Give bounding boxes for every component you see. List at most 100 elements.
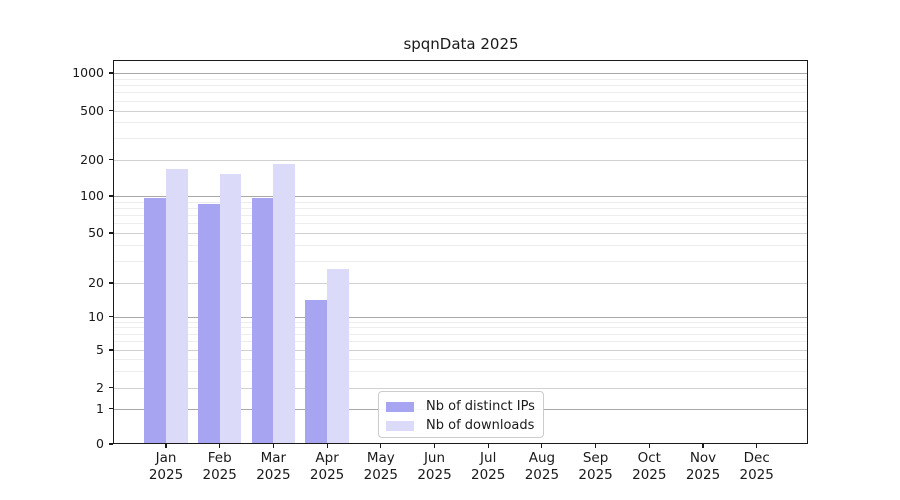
x-tick-mark-jul [487, 444, 489, 448]
x-tick-mark-jun [433, 444, 436, 448]
x-tick-month: Sep [582, 450, 609, 466]
minor-gridline-800 [114, 85, 807, 87]
x-tick-mark-dec [756, 444, 758, 448]
gridline-5 [114, 350, 807, 351]
y-tick-mark-500 [109, 109, 113, 112]
x-tick-month: May [366, 450, 395, 466]
minor-gridline-60 [114, 223, 807, 225]
minor-gridline-3 [114, 370, 807, 372]
y-tick-label-5: 5 [96, 342, 104, 357]
y-tick-mark-0 [109, 443, 113, 445]
x-tick-year: 2025 [202, 467, 237, 483]
y-tick-label-200: 200 [80, 151, 104, 167]
x-tick-label-aug: Aug 2025 [512, 450, 572, 484]
x-tick-month: Mar [260, 450, 287, 466]
x-tick-year: 2025 [471, 467, 506, 483]
minor-gridline-7 [114, 333, 807, 335]
x-tick-mark-jan [165, 444, 167, 448]
x-tick-mark-apr [326, 444, 328, 448]
x-tick-mark-sep [595, 444, 597, 448]
x-tick-year: 2025 [578, 467, 613, 483]
x-tick-year: 2025 [417, 467, 452, 483]
x-tick-month: Feb [207, 450, 232, 466]
x-tick-year: 2025 [363, 467, 398, 483]
legend-label-downloads: Nb of downloads [426, 417, 535, 433]
x-tick-label-jul: Jul 2025 [458, 450, 518, 484]
x-tick-label-nov: Nov 2025 [673, 450, 733, 484]
minor-gridline-400 [114, 122, 807, 124]
x-tick-mark-nov [702, 444, 704, 448]
x-tick-label-apr: Apr 2025 [297, 450, 357, 484]
x-tick-year: 2025 [685, 467, 721, 483]
gridline-10 [114, 316, 807, 318]
minor-gridline-80 [114, 207, 807, 209]
x-tick-mark-feb [219, 444, 221, 448]
y-tick-mark-100 [109, 195, 113, 197]
y-tick-label-1000: 1000 [72, 65, 104, 80]
x-tick-label-oct: Oct 2025 [619, 450, 679, 484]
bar-distinct-ips-mar [251, 197, 274, 444]
minor-gridline-4 [114, 359, 807, 361]
minor-gridline-8 [114, 327, 807, 329]
y-tick-mark-2 [109, 386, 113, 389]
y-tick-label-2: 2 [96, 379, 104, 395]
gridline-50 [114, 233, 807, 234]
y-tick-label-100: 100 [80, 188, 104, 203]
x-tick-label-jan: Jan 2025 [136, 450, 196, 484]
gridline-20 [114, 283, 807, 284]
x-tick-mark-may [380, 444, 382, 448]
minor-gridline-700 [114, 92, 807, 94]
gridline-200 [114, 159, 807, 161]
legend-label-distinct-ips: Nb of distinct IPs [426, 398, 535, 414]
x-tick-month: Nov [689, 450, 717, 466]
x-tick-month: Oct [637, 450, 661, 466]
legend-swatch-distinct-ips [386, 401, 414, 412]
chart-title: spqnData 2025 [403, 35, 519, 53]
x-tick-year: 2025 [256, 467, 291, 483]
x-tick-year: 2025 [148, 467, 184, 483]
y-tick-mark-50 [109, 232, 113, 234]
x-tick-label-feb: Feb 2025 [190, 450, 250, 484]
x-tick-month: Apr [315, 450, 339, 466]
x-tick-month: Aug [528, 450, 556, 466]
x-tick-month: Dec [743, 450, 770, 466]
y-tick-mark-200 [109, 158, 113, 161]
x-tick-year: 2025 [632, 467, 667, 483]
x-tick-label-jun: Jun 2025 [405, 450, 465, 484]
x-tick-label-may: May 2025 [351, 450, 411, 484]
legend-item-distinct-ips: Nb of distinct IPs [379, 397, 543, 416]
x-tick-month: Jun [423, 450, 446, 466]
y-tick-label-1: 1 [96, 400, 104, 416]
bar-distinct-ips-apr [305, 300, 328, 444]
y-tick-mark-20 [109, 282, 113, 284]
x-tick-month: Jul [480, 450, 497, 466]
gridline-500 [114, 110, 807, 112]
bar-downloads-apr [327, 268, 349, 444]
y-tick-label-20: 20 [88, 275, 104, 290]
y-tick-mark-1 [109, 407, 113, 410]
bar-distinct-ips-jan [144, 197, 166, 444]
legend-swatch-downloads [386, 420, 414, 431]
x-tick-label-mar: Mar 2025 [243, 450, 303, 484]
y-tick-mark-1000 [109, 72, 113, 74]
bar-downloads-feb [219, 173, 242, 444]
legend: Nb of distinct IPs Nb of downloads [378, 391, 544, 438]
x-tick-year: 2025 [524, 467, 560, 483]
minor-gridline-300 [114, 137, 807, 139]
minor-gridline-90 [114, 201, 807, 203]
x-tick-year: 2025 [739, 467, 774, 483]
y-tick-label-50: 50 [88, 225, 104, 240]
x-tick-label-dec: Dec 2025 [727, 450, 787, 484]
bar-downloads-jan [166, 168, 188, 444]
minor-gridline-900 [114, 78, 807, 80]
x-tick-month: Jan [155, 450, 177, 466]
y-tick-label-0: 0 [96, 436, 104, 451]
legend-item-downloads: Nb of downloads [379, 416, 543, 435]
minor-gridline-600 [114, 100, 807, 102]
minor-gridline-6 [114, 341, 807, 343]
x-tick-label-sep: Sep 2025 [566, 450, 626, 484]
minor-gridline-40 [114, 245, 807, 247]
gridline-100 [114, 196, 807, 197]
minor-gridline-70 [114, 215, 807, 217]
